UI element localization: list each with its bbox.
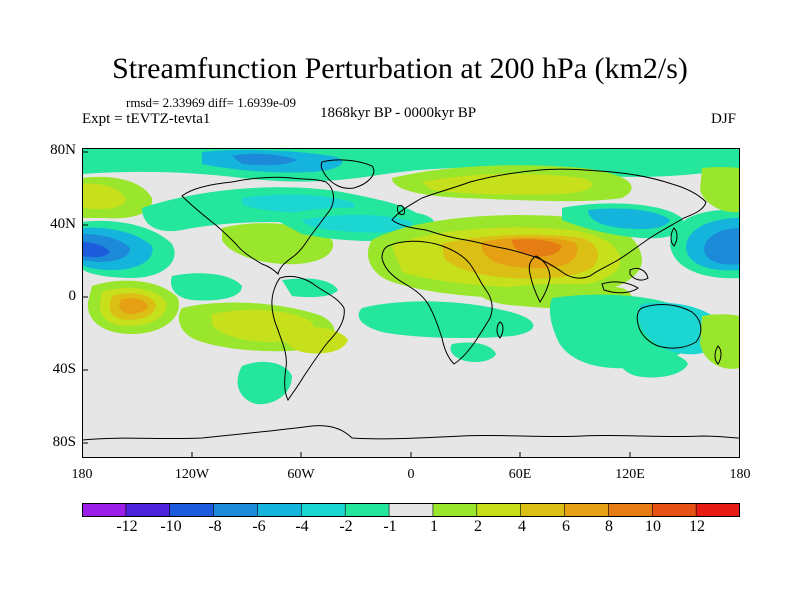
coast-india <box>528 255 551 303</box>
coast-eurasia <box>391 168 707 279</box>
epac-green-cell <box>170 273 242 301</box>
colorbar-cell-12 <box>564 503 609 517</box>
period-label: 1868kyr BP - 0000kyr BP <box>320 105 477 121</box>
colorbar-cell-3 <box>169 503 215 517</box>
right-south-green <box>700 314 740 369</box>
contour-fill <box>82 148 740 405</box>
coast-australia <box>636 304 702 349</box>
lon-label-120e: 120E <box>615 467 645 482</box>
indian-band-green <box>358 301 534 339</box>
cbar-label-8: 1 <box>430 518 438 535</box>
coastlines <box>82 159 740 441</box>
colorbar-cell-2 <box>125 503 171 517</box>
npacific-low-core <box>82 242 110 258</box>
colorbar-cell-10 <box>476 503 522 517</box>
cbar-label-14: 12 <box>689 518 705 535</box>
cbar-label-1: -12 <box>116 518 138 535</box>
coast-borneo <box>629 267 649 281</box>
colorbar-cell-14 <box>652 503 697 517</box>
coast-new-zealand <box>714 345 722 365</box>
cbar-label-6: -2 <box>339 518 353 535</box>
satl-high-yellow2 <box>281 326 348 354</box>
arctic-blue-cell <box>232 153 297 166</box>
lat-label-40s: 40S <box>52 361 76 377</box>
lon-label-60w: 60W <box>287 467 315 482</box>
lon-label-0: 0 <box>407 467 415 482</box>
coast-antarctica <box>82 425 740 441</box>
asia-high-core <box>512 239 562 257</box>
left-north-yellow <box>82 183 126 210</box>
colorbar <box>82 503 740 517</box>
cbar-label-4: -6 <box>252 518 266 535</box>
colorbar-cell-11 <box>520 503 566 517</box>
colorbar-cell-6 <box>301 503 346 517</box>
lon-label-180w: 180 <box>71 467 93 482</box>
colorbar-border <box>82 503 740 517</box>
lat-label-80n: 80N <box>50 142 76 158</box>
sepac-high-orange <box>119 298 148 314</box>
cbar-label-9: 2 <box>474 518 482 535</box>
coast-greenland <box>320 159 375 189</box>
right-north-green <box>700 167 740 213</box>
cbar-label-11: 6 <box>562 518 570 535</box>
lat-label-40n: 40N <box>50 216 76 232</box>
colorbar-cell-4 <box>213 503 258 517</box>
cbar-label-3: -8 <box>208 518 222 535</box>
eq-green-cell <box>282 278 338 298</box>
coast-madagascar <box>496 321 504 339</box>
stats-text: rmsd= 2.33969 diff= 1.6939e-09 <box>126 95 297 110</box>
season-label: DJF <box>711 111 737 127</box>
experiment-label: Expt = tEVTZ-tevta1 <box>82 111 211 127</box>
colorbar-cell-7 <box>345 503 390 517</box>
cbar-label-12: 8 <box>605 518 613 535</box>
cbar-label-10: 4 <box>518 518 526 535</box>
cbar-label-5: -4 <box>295 518 309 535</box>
coast-indonesia <box>601 281 639 294</box>
lon-label-180e: 180 <box>729 467 751 482</box>
lat-label-0: 0 <box>68 288 77 304</box>
coast-africa <box>381 240 493 365</box>
axis-ticks <box>82 151 631 458</box>
atlantic-ridge-cyan <box>302 214 412 233</box>
colorbar-cell-8 <box>389 503 434 517</box>
s-green-cell <box>237 361 292 405</box>
map-panel <box>82 148 740 458</box>
colorbar-cell-15 <box>696 503 740 517</box>
eurasia-band-yellow <box>422 173 593 195</box>
coast-uk <box>397 205 405 215</box>
colorbar-cell-1 <box>82 503 127 517</box>
plot-title: Streamfunction Perturbation at 200 hPa (… <box>112 52 688 85</box>
right-low-blue <box>704 228 740 265</box>
cbar-label-2: -10 <box>160 518 182 535</box>
lon-label-60e: 60E <box>508 467 532 482</box>
cbar-label-7: -1 <box>383 518 397 535</box>
cbar-label-13: 10 <box>645 518 661 535</box>
colorbar-cell-9 <box>432 503 478 517</box>
colorbar-cell-13 <box>608 503 653 517</box>
lat-label-80s: 80S <box>52 434 76 450</box>
npac-asia-cyan <box>588 208 670 230</box>
s-australia-cell <box>619 351 688 378</box>
coast-japan <box>670 227 678 247</box>
colorbar-cell-5 <box>257 503 302 517</box>
lon-label-120w: 120W <box>174 467 210 482</box>
coast-south-america <box>271 275 345 401</box>
coast-north-america <box>181 176 334 275</box>
